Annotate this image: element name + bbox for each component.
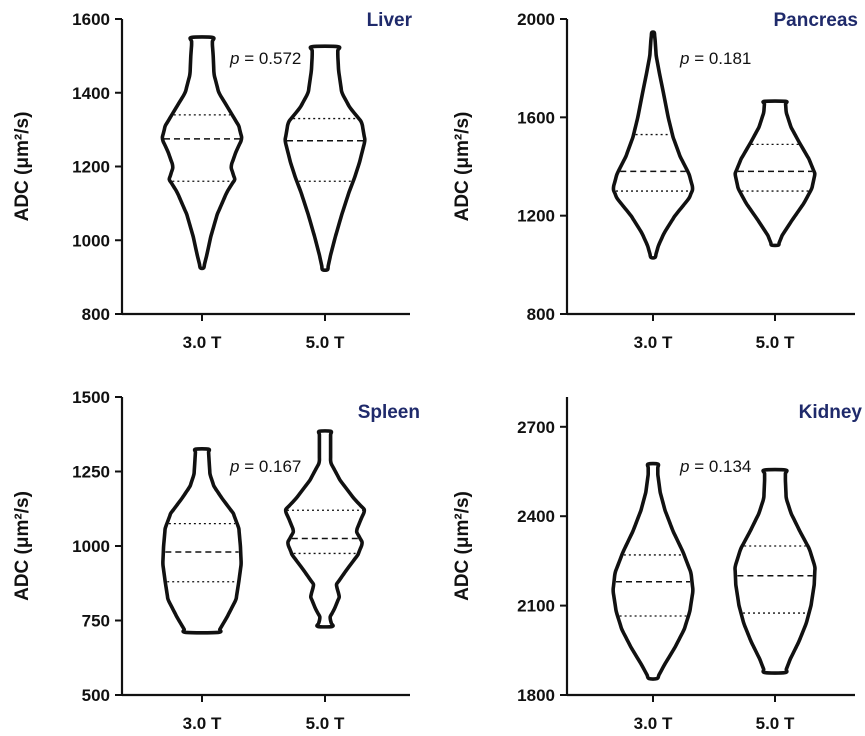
y-tick-label: 1500 — [72, 388, 110, 407]
x-category-label: 3.0 T — [634, 333, 673, 352]
y-tick-label: 2000 — [517, 10, 555, 29]
panel-pancreas: 800 1200 1600 2000 ADC (μm²/s) Pancreas p = 0.… — [452, 10, 858, 352]
x-category-label: 3.0 T — [183, 714, 222, 733]
p-value-annotation: p = 0.181 — [679, 49, 751, 68]
x-category-label: 5.0 T — [756, 333, 795, 352]
panel-title: Liver — [367, 10, 413, 31]
x-category-label: 3.0 T — [634, 714, 673, 733]
y-tick-label: 2100 — [517, 597, 555, 616]
y-tick-label: 800 — [82, 305, 110, 324]
p-value: = 0.134 — [689, 457, 751, 476]
panel-title: Spleen — [358, 402, 420, 423]
p-symbol: p — [229, 457, 239, 476]
y-tick-label: 500 — [82, 686, 110, 705]
y-tick-label: 2400 — [517, 507, 555, 526]
y-axis-title: ADC (μm²/s) — [452, 112, 473, 222]
x-category-label: 5.0 T — [306, 714, 345, 733]
p-value: = 0.572 — [239, 49, 301, 68]
panel-liver: 800 1000 1200 1400 1600 ADC (μm²/s) Liver p = 0… — [12, 10, 413, 352]
violin-50T — [283, 44, 367, 273]
y-tick-label: 800 — [527, 305, 555, 324]
y-tick-label: 2700 — [517, 418, 555, 437]
violin-30T — [161, 446, 243, 635]
p-value-annotation: p = 0.134 — [679, 457, 751, 476]
y-tick-label: 1000 — [72, 537, 110, 556]
y-tick-label: 1200 — [72, 158, 110, 177]
p-symbol: p — [229, 49, 239, 68]
y-axis-title: ADC (μm²/s) — [12, 112, 33, 222]
y-tick-label: 1400 — [72, 84, 110, 103]
violin-50T — [733, 99, 817, 248]
y-tick-label: 750 — [82, 612, 110, 631]
x-category-label: 3.0 T — [183, 333, 222, 352]
y-tick-label: 1200 — [517, 207, 555, 226]
p-symbol: p — [679, 49, 689, 68]
violin-50T — [283, 429, 367, 629]
panel-kidney: 1800 2100 2400 2700 ADC (μm²/s) Kidney p = 0.1… — [452, 397, 862, 733]
panel-spleen: 500 750 1000 1250 1500 ADC (μm²/s) Spleen p = 0… — [12, 388, 420, 733]
y-axis-title: ADC (μm²/s) — [452, 491, 473, 601]
violin-50T — [733, 467, 817, 675]
p-symbol: p — [679, 457, 689, 476]
p-value-annotation: p = 0.572 — [229, 49, 301, 68]
p-value: = 0.167 — [239, 457, 301, 476]
p-value-annotation: p = 0.167 — [229, 457, 301, 476]
x-category-label: 5.0 T — [756, 714, 795, 733]
violin-30T — [160, 35, 244, 271]
y-tick-label: 1800 — [517, 686, 555, 705]
x-category-label: 5.0 T — [306, 333, 345, 352]
y-tick-label: 1600 — [72, 10, 110, 29]
y-tick-label: 1000 — [72, 231, 110, 250]
p-value: = 0.181 — [689, 49, 751, 68]
y-axis-title: ADC (μm²/s) — [12, 491, 33, 601]
panel-title: Pancreas — [773, 10, 858, 31]
y-tick-label: 1250 — [72, 463, 110, 482]
violin-30T — [611, 30, 695, 260]
panel-title: Kidney — [799, 402, 863, 423]
violin-30T — [611, 461, 695, 681]
y-tick-label: 1600 — [517, 108, 555, 127]
